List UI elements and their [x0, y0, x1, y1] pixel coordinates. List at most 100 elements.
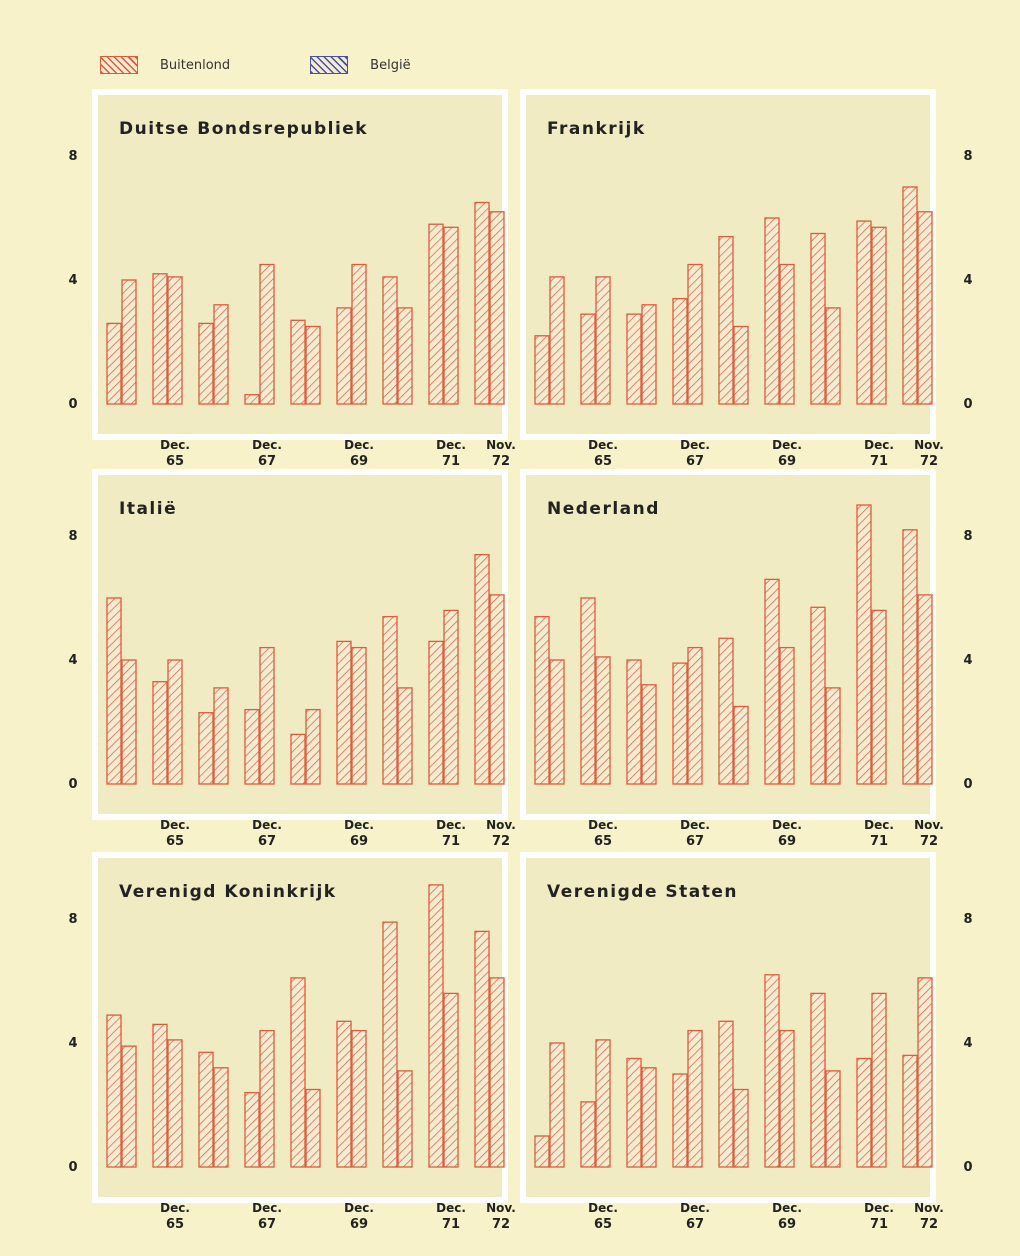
- bar-belgie: [351, 263, 367, 405]
- y-tick-label: 0: [68, 777, 77, 792]
- bar-belgie: [871, 609, 887, 785]
- x-tick-label-bottom: 67: [686, 454, 704, 469]
- y-tick-label: 8: [963, 912, 972, 927]
- bar-buitenlond: [764, 217, 780, 405]
- bar-belgie: [167, 659, 183, 785]
- x-tick-label-top: Dec.: [772, 818, 802, 832]
- bar-buitenlond: [198, 322, 214, 405]
- bar-belgie: [213, 1067, 229, 1168]
- bar-buitenlond: [152, 681, 168, 785]
- bar-buitenlond: [428, 640, 444, 785]
- bar-buitenlond: [382, 921, 398, 1168]
- x-tick-label-top: Dec.: [864, 1201, 894, 1215]
- bar-belgie: [595, 1039, 611, 1168]
- x-tick-label-top: Dec.: [864, 818, 894, 832]
- panel-title: Duitse Bondsrepubliek: [119, 119, 368, 139]
- x-tick-label-top: Dec.: [344, 818, 374, 832]
- bar-buitenlond: [198, 1051, 214, 1168]
- x-tick-label-top: Dec.: [160, 1201, 190, 1215]
- bar-belgie: [121, 279, 137, 405]
- x-tick-label-top: Dec.: [772, 1201, 802, 1215]
- y-tick-label: 4: [963, 653, 972, 668]
- x-tick-label-bottom: 71: [442, 454, 460, 469]
- legend-label-buitenlond: Buitenlond: [160, 57, 231, 73]
- bar-buitenlond: [152, 273, 168, 405]
- bar-buitenlond: [290, 977, 306, 1168]
- bar-belgie: [305, 325, 321, 405]
- x-tick-label-top: Dec.: [680, 1201, 710, 1215]
- x-tick-label-bottom: 72: [920, 834, 938, 849]
- panel-title: Verenigde Staten: [547, 882, 738, 902]
- bar-belgie: [213, 304, 229, 405]
- x-tick-label-bottom: 72: [920, 454, 938, 469]
- y-tick-label: 0: [963, 397, 972, 412]
- bar-belgie: [443, 609, 459, 785]
- bar-buitenlond: [428, 884, 444, 1168]
- bar-belgie: [167, 1039, 183, 1168]
- bar-buitenlond: [244, 394, 260, 405]
- x-tick-label-bottom: 71: [870, 454, 888, 469]
- x-tick-label-bottom: 65: [594, 454, 612, 469]
- bar-belgie: [733, 325, 749, 405]
- x-tick-label-bottom: 69: [350, 1217, 368, 1232]
- chart-panel-1: Frankrijk 0 4 8 Dec. 65 Dec. 67 Dec. 69 Dec. 71 Nov.…: [520, 89, 973, 469]
- y-tick-label: 0: [68, 1160, 77, 1175]
- panel-title: Nederland: [547, 499, 660, 519]
- bar-buitenlond: [106, 597, 122, 785]
- bar-belgie: [779, 263, 795, 405]
- bar-belgie: [351, 646, 367, 785]
- bar-belgie: [595, 656, 611, 785]
- bar-belgie: [641, 1067, 657, 1168]
- bar-buitenlond: [856, 220, 872, 405]
- bar-buitenlond: [810, 992, 826, 1168]
- bar-belgie: [687, 1029, 703, 1168]
- bar-belgie: [305, 1088, 321, 1168]
- chart-panel-5: Verenigde Staten 0 4 8 Dec. 65 Dec. 67 Dec. 69 Dec…: [520, 852, 973, 1232]
- bar-belgie: [397, 687, 413, 785]
- chart-panel-0: Duitse Bondsrepubliek 0 4 8 Dec. 65 Dec. 67 Dec.…: [68, 89, 516, 469]
- bar-buitenlond: [198, 712, 214, 785]
- bar-buitenlond: [580, 1101, 596, 1168]
- bar-belgie: [733, 1088, 749, 1168]
- x-tick-label-top: Nov.: [914, 1201, 944, 1215]
- bar-belgie: [733, 705, 749, 785]
- bar-buitenlond: [244, 708, 260, 785]
- bar-belgie: [489, 211, 505, 405]
- bar-buitenlond: [382, 276, 398, 405]
- panel-title: Italië: [119, 499, 177, 519]
- bar-belgie: [259, 646, 275, 785]
- bar-belgie: [259, 263, 275, 405]
- x-tick-label-top: Dec.: [436, 818, 466, 832]
- y-tick-label: 0: [68, 397, 77, 412]
- bar-belgie: [549, 659, 565, 785]
- x-tick-label-bottom: 67: [258, 1217, 276, 1232]
- bar-buitenlond: [764, 974, 780, 1168]
- bar-belgie: [397, 1070, 413, 1168]
- bar-buitenlond: [290, 733, 306, 785]
- x-tick-label-bottom: 72: [492, 454, 510, 469]
- bar-belgie: [917, 977, 933, 1168]
- x-tick-label-bottom: 72: [492, 1217, 510, 1232]
- x-tick-label-top: Dec.: [160, 818, 190, 832]
- x-tick-label-top: Dec.: [252, 818, 282, 832]
- x-tick-label-bottom: 67: [686, 834, 704, 849]
- bar-buitenlond: [718, 235, 734, 405]
- bar-buitenlond: [336, 1020, 352, 1168]
- x-tick-label-top: Dec.: [252, 438, 282, 452]
- x-tick-label-bottom: 71: [870, 1217, 888, 1232]
- bar-belgie: [489, 594, 505, 785]
- y-tick-label: 8: [963, 149, 972, 164]
- bar-belgie: [259, 1029, 275, 1168]
- x-tick-label-bottom: 71: [870, 834, 888, 849]
- bar-buitenlond: [474, 930, 490, 1168]
- y-tick-label: 8: [68, 149, 77, 164]
- bar-buitenlond: [106, 1014, 122, 1168]
- x-tick-label-bottom: 72: [492, 834, 510, 849]
- y-tick-label: 8: [963, 529, 972, 544]
- bar-buitenlond: [382, 615, 398, 785]
- y-tick-label: 8: [68, 912, 77, 927]
- bar-buitenlond: [672, 662, 688, 785]
- bar-buitenlond: [336, 640, 352, 785]
- x-tick-label-bottom: 65: [166, 834, 184, 849]
